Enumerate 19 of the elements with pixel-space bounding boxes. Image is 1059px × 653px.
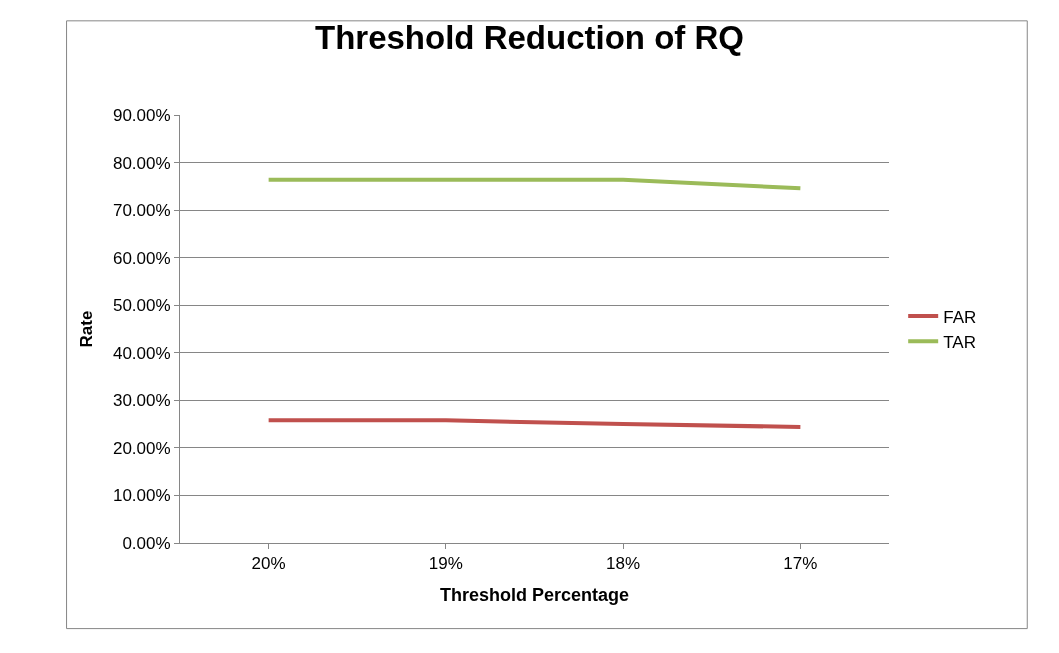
y-tick-label: 0.00% (122, 533, 171, 553)
legend-label: TAR (943, 332, 976, 352)
y-tick-label: 30.00% (112, 391, 171, 411)
x-tick-label: 18% (606, 554, 641, 574)
y-tick-label: 80.00% (112, 153, 171, 173)
x-tick-label: 17% (783, 554, 818, 574)
y-tick-label: 70.00% (112, 201, 171, 221)
y-axis-title: Rate (77, 310, 97, 348)
y-tick-label: 20.00% (112, 438, 171, 458)
x-tick-label: 20% (251, 554, 286, 574)
y-tick-label: 40.00% (112, 343, 171, 363)
y-tick-label: 90.00% (112, 105, 171, 125)
legend-label: FAR (943, 307, 977, 327)
x-tick-label: 19% (428, 554, 463, 574)
y-tick-label: 60.00% (112, 248, 171, 268)
y-tick-label: 50.00% (112, 296, 171, 316)
x-axis-title: Threshold Percentage (439, 584, 630, 605)
chart-title: Threshold Reduction of RQ (315, 19, 744, 57)
y-tick-label: 10.00% (112, 486, 171, 506)
